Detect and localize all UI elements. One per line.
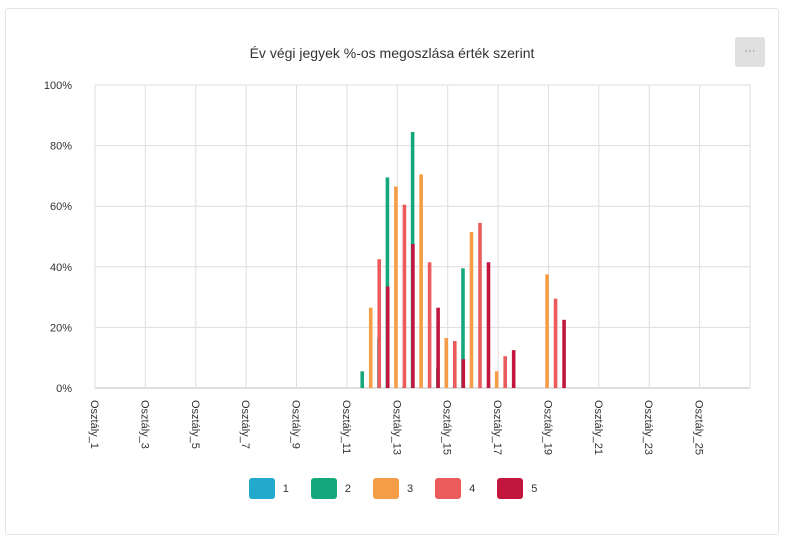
bar-4 [553, 298, 558, 388]
y-tick-label: 40% [50, 262, 72, 274]
x-tick-label: Osztály_19 [541, 400, 553, 455]
chart-legend: 1 2 3 4 5 [0, 478, 786, 499]
legend-item-1[interactable]: 1 [248, 478, 289, 499]
y-tick-label: 100% [44, 80, 72, 92]
legend-label: 4 [469, 482, 476, 495]
bar-3 [444, 338, 449, 388]
x-tick-label: Osztály_15 [441, 400, 453, 455]
chart-card: Év végi jegyek %-os megoszlása érték sze… [5, 8, 779, 535]
legend-swatch [372, 478, 399, 499]
legend-item-5[interactable]: 5 [497, 478, 537, 499]
x-tick-label: Osztály_11 [340, 400, 352, 454]
legend-swatch [310, 478, 337, 499]
x-tick-label: Osztály_9 [290, 400, 302, 449]
bar-4 [377, 259, 382, 388]
legend-label: 5 [531, 482, 538, 495]
x-tick-label: Osztály_5 [189, 400, 201, 449]
bar-3 [394, 186, 398, 388]
x-tick-label: Osztály_1 [88, 400, 100, 449]
y-tick-label: 20% [50, 322, 72, 334]
bar-2 [360, 371, 365, 388]
legend-item-2[interactable]: 2 [310, 478, 351, 499]
x-tick-label: Osztály_25 [693, 400, 705, 455]
x-tick-label: Osztály_13 [390, 400, 402, 455]
bar-4 [402, 204, 407, 388]
y-tick-label: 80% [50, 141, 72, 153]
legend-item-4[interactable]: 4 [435, 478, 475, 499]
bar-4 [478, 222, 482, 388]
bar-5 [436, 307, 440, 388]
x-tick-label: Osztály_17 [491, 400, 503, 455]
bar-5 [486, 262, 491, 388]
bar-3 [419, 174, 423, 388]
bar-4 [427, 262, 432, 388]
x-tick-label: Osztály_3 [138, 400, 150, 449]
bar-3 [368, 307, 373, 388]
bar-3 [545, 274, 549, 388]
bar-5 [461, 359, 466, 388]
legend-swatch [248, 478, 275, 499]
legend-label: 1 [282, 482, 289, 495]
more-options-button[interactable]: ··· [735, 37, 765, 67]
bar-5 [562, 319, 566, 388]
chart-title: Év végi jegyek %-os megoszlása érték sze… [249, 45, 535, 61]
legend-swatch [497, 478, 524, 499]
bar-2 [461, 268, 465, 388]
legend-label: 3 [406, 482, 414, 495]
legend-item-3[interactable]: 3 [372, 478, 414, 499]
bar-4 [453, 341, 457, 388]
bar-5 [411, 244, 415, 388]
legend-label: 2 [344, 482, 351, 495]
bar-4 [503, 356, 507, 388]
legend-swatch [435, 478, 462, 499]
x-tick-label: Osztály_21 [592, 400, 604, 455]
bar-3 [469, 231, 474, 388]
bar-3 [494, 371, 499, 388]
x-tick-label: Osztály_23 [642, 400, 654, 455]
bar-2 [385, 177, 390, 388]
y-tick-label: 60% [50, 201, 72, 213]
y-tick-label: 0% [56, 383, 72, 395]
bar-5 [385, 286, 390, 388]
x-tick-label: Osztály_7 [239, 400, 251, 449]
bar-5 [511, 350, 516, 388]
